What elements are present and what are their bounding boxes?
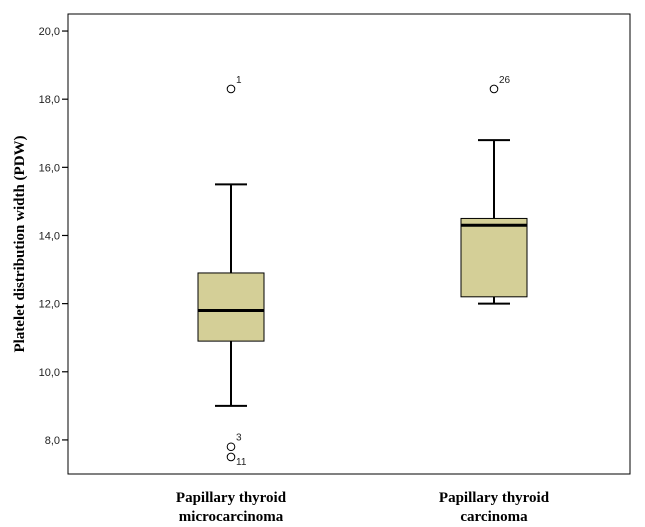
- category-label: microcarcinoma: [179, 509, 284, 525]
- outlier-point: [226, 442, 236, 452]
- outlier-point: [226, 84, 236, 94]
- outlier-label: 26: [499, 75, 511, 86]
- box-group-1: 1 3 11: [197, 75, 265, 468]
- category-label: Papillary thyroid: [176, 490, 287, 506]
- iqr-box: [460, 217, 528, 298]
- category-labels: Papillary thyroid microcarcinoma Papillary…: [176, 490, 550, 525]
- outlier-label: 11: [236, 457, 247, 468]
- y-tick-label: 12,0: [39, 299, 60, 311]
- box-group-2: 26: [460, 75, 528, 305]
- y-tick-label: 16,0: [39, 162, 60, 174]
- outlier-point: [226, 452, 236, 462]
- y-axis-label: Platelet distribution width (PDW): [12, 135, 28, 352]
- outlier-label: 1: [236, 75, 242, 86]
- y-tick-label: 14,0: [39, 230, 60, 242]
- y-tick-label: 8,0: [45, 435, 60, 447]
- iqr-box: [197, 272, 265, 342]
- category-label: Papillary thyroid: [439, 490, 550, 506]
- plot-area: [67, 13, 631, 475]
- y-tick-label: 20,0: [39, 26, 60, 38]
- outlier-label: 3: [236, 433, 242, 444]
- y-axis: 8,0 10,0 12,0 14,0 16,0 18,0 20,0: [39, 26, 68, 447]
- category-label: carcinoma: [460, 509, 528, 525]
- outlier-point: [489, 84, 499, 94]
- boxes: 1 3 11 26: [197, 75, 528, 468]
- y-tick-label: 18,0: [39, 94, 60, 106]
- y-tick-label: 10,0: [39, 367, 60, 379]
